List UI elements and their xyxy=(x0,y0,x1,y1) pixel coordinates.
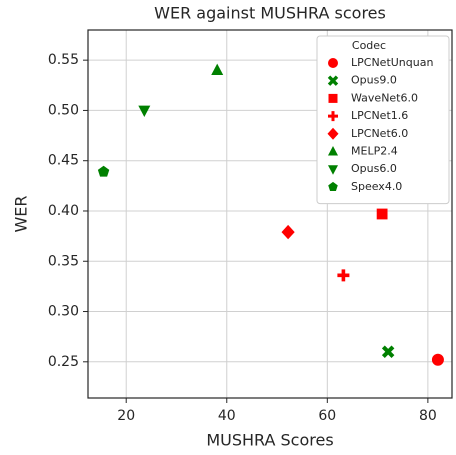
legend-marker xyxy=(328,58,338,68)
x-tick-label: 80 xyxy=(419,408,437,424)
marker xyxy=(211,63,224,76)
legend-label: Opus9.0 xyxy=(351,74,397,87)
marker xyxy=(381,345,395,358)
legend-label: LPCNet6.0 xyxy=(351,127,408,140)
y-tick-label: 0.50 xyxy=(48,102,79,118)
legend: Codec LPCNetUnquan Opus9.0 WaveNet6.0 LPCNet… xyxy=(316,35,450,205)
legend-marker xyxy=(327,75,339,86)
legend-marker xyxy=(328,111,338,122)
legend-box xyxy=(316,35,450,205)
y-tick-label: 0.55 xyxy=(48,52,79,68)
chart-title: WER against MUSHRA scores xyxy=(154,4,386,23)
x-axis-label: MUSHRA Scores xyxy=(206,431,333,450)
marker xyxy=(97,165,110,177)
legend-label: Opus6.0 xyxy=(351,162,397,175)
plot-frame xyxy=(87,29,453,399)
marker xyxy=(138,105,151,118)
marker xyxy=(337,269,350,282)
legend-label: MELP2.4 xyxy=(351,145,398,158)
legend-label: WaveNet6.0 xyxy=(351,91,418,104)
legend-label: LPCNetUnquan xyxy=(351,56,433,69)
legend-marker xyxy=(328,93,338,103)
y-tick-label: 0.30 xyxy=(48,304,79,320)
legend-marker xyxy=(327,127,339,140)
x-tick-label: 20 xyxy=(117,408,135,424)
x-tick-label: 60 xyxy=(318,408,336,424)
legend-marker xyxy=(328,165,338,175)
legend-label: Speex4.0 xyxy=(351,180,402,193)
y-tick-label: 0.35 xyxy=(48,253,79,269)
legend-marker xyxy=(328,146,338,156)
legend-label: LPCNet1.6 xyxy=(351,109,408,122)
x-tick-label: 40 xyxy=(218,408,236,424)
legend-title: Codec xyxy=(352,39,386,52)
y-tick-label: 0.25 xyxy=(48,354,79,370)
y-tick-label: 0.45 xyxy=(48,153,79,169)
marker xyxy=(281,224,295,240)
legend-marker xyxy=(328,181,338,191)
y-axis-label: WER xyxy=(12,195,31,232)
marker xyxy=(376,208,388,220)
y-tick-label: 0.40 xyxy=(48,203,79,219)
marker xyxy=(431,353,444,366)
